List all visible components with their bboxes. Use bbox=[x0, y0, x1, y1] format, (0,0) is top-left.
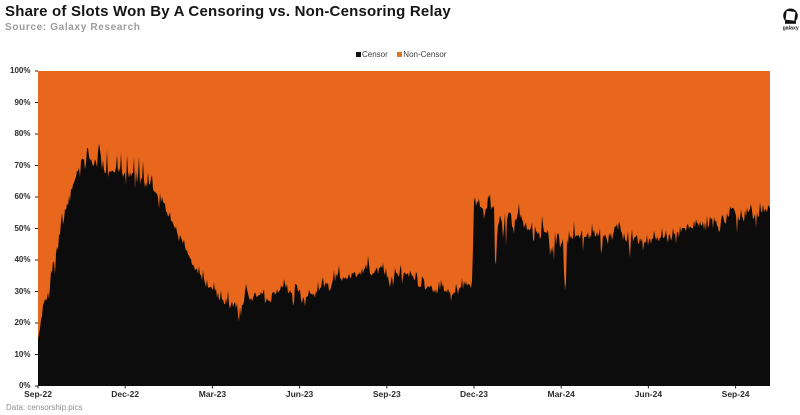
svg-text:galaxy: galaxy bbox=[783, 25, 799, 31]
